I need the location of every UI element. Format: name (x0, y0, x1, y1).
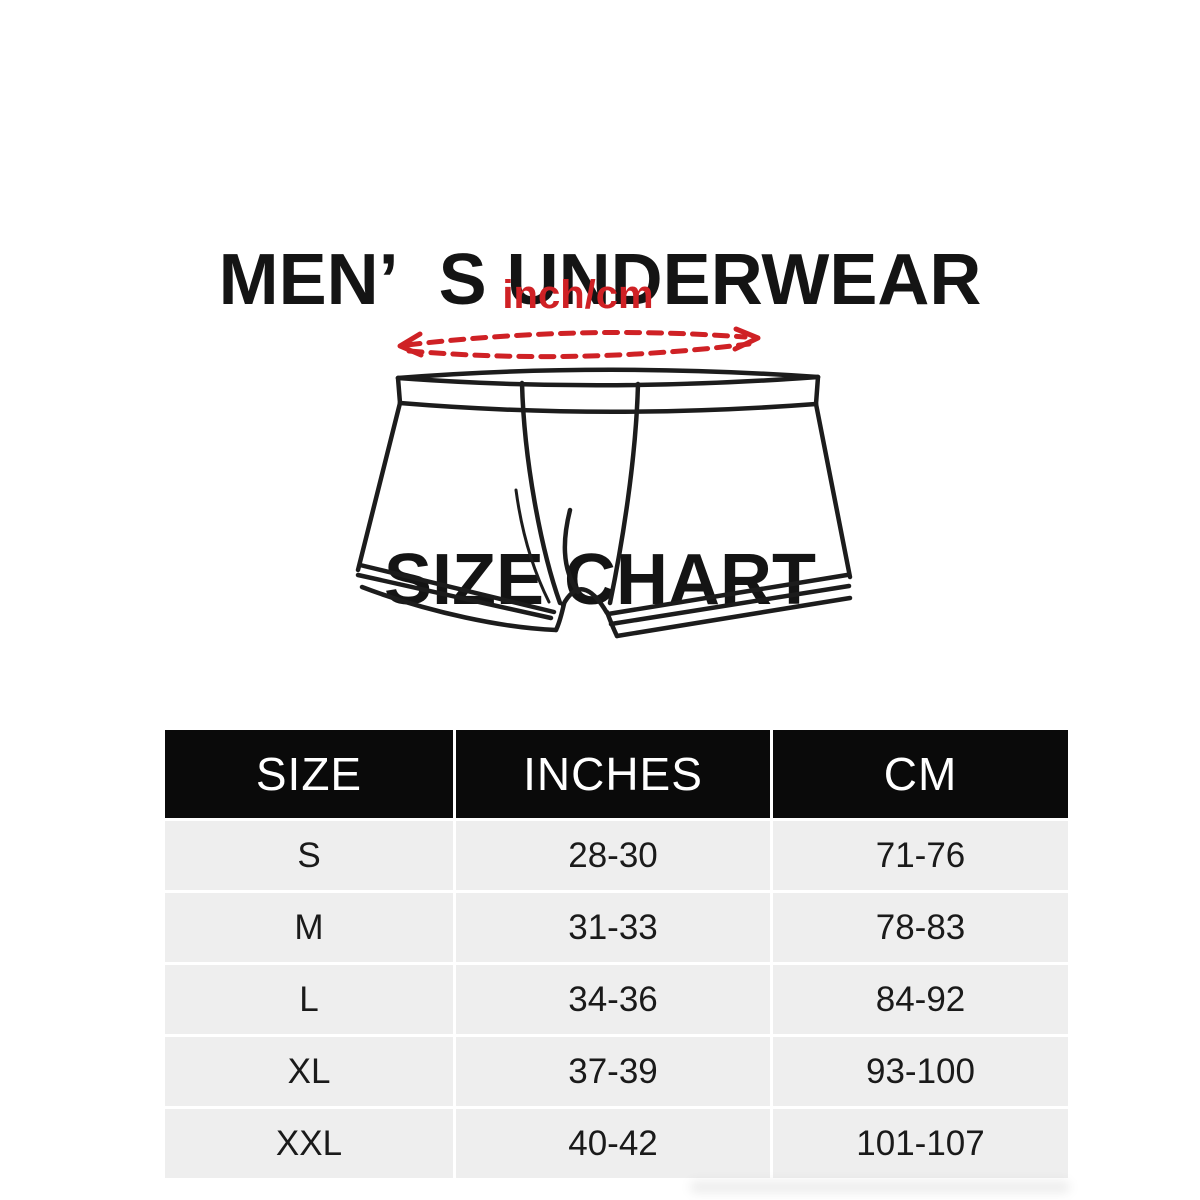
measure-unit-label: inch/cm (502, 273, 654, 317)
table-row-xl-cm: 93-100 (773, 1037, 1068, 1106)
table-row-s-inches: 28-30 (456, 821, 770, 890)
waist-measure-loop-icon (397, 326, 761, 360)
table-row-s-cm: 71-76 (773, 821, 1068, 890)
table-row-xxl-cm: 101-107 (773, 1109, 1068, 1178)
table-row-l-cm: 84-92 (773, 965, 1068, 1034)
table-row-l-inches: 34-36 (456, 965, 770, 1034)
size-table-header-inches: INCHES (456, 730, 770, 818)
size-table-header-size: SIZE (165, 730, 453, 818)
table-row-xl-size: XL (165, 1037, 453, 1106)
table-row-m-size: M (165, 893, 453, 962)
table-row-m-cm: 78-83 (773, 893, 1068, 962)
table-row-xxl-size: XXL (165, 1109, 453, 1178)
loop-arrow-right-icon (732, 326, 761, 352)
boxer-briefs-outline-icon (355, 367, 853, 639)
table-row-m-inches: 31-33 (456, 893, 770, 962)
table-row-xxl-inches: 40-42 (456, 1109, 770, 1178)
table-row-l-size: L (165, 965, 453, 1034)
page-title: MEN’ S UNDERWEAR SIZE CHART (0, 30, 1200, 830)
table-row-xl-inches: 37-39 (456, 1037, 770, 1106)
table-row-s-size: S (165, 821, 453, 890)
size-table: SIZE INCHES CM S 28-30 71-76 M 31-33 78-… (165, 730, 1068, 1178)
loop-arrow-left-icon (397, 331, 424, 358)
boxer-briefs-illustration (355, 326, 853, 639)
size-table-header-cm: CM (773, 730, 1068, 818)
page-title-line1: MEN’ S UNDERWEAR (218, 240, 982, 320)
page-title-line2: SIZE CHART (384, 540, 816, 620)
table-drop-shadow (690, 1181, 1070, 1193)
